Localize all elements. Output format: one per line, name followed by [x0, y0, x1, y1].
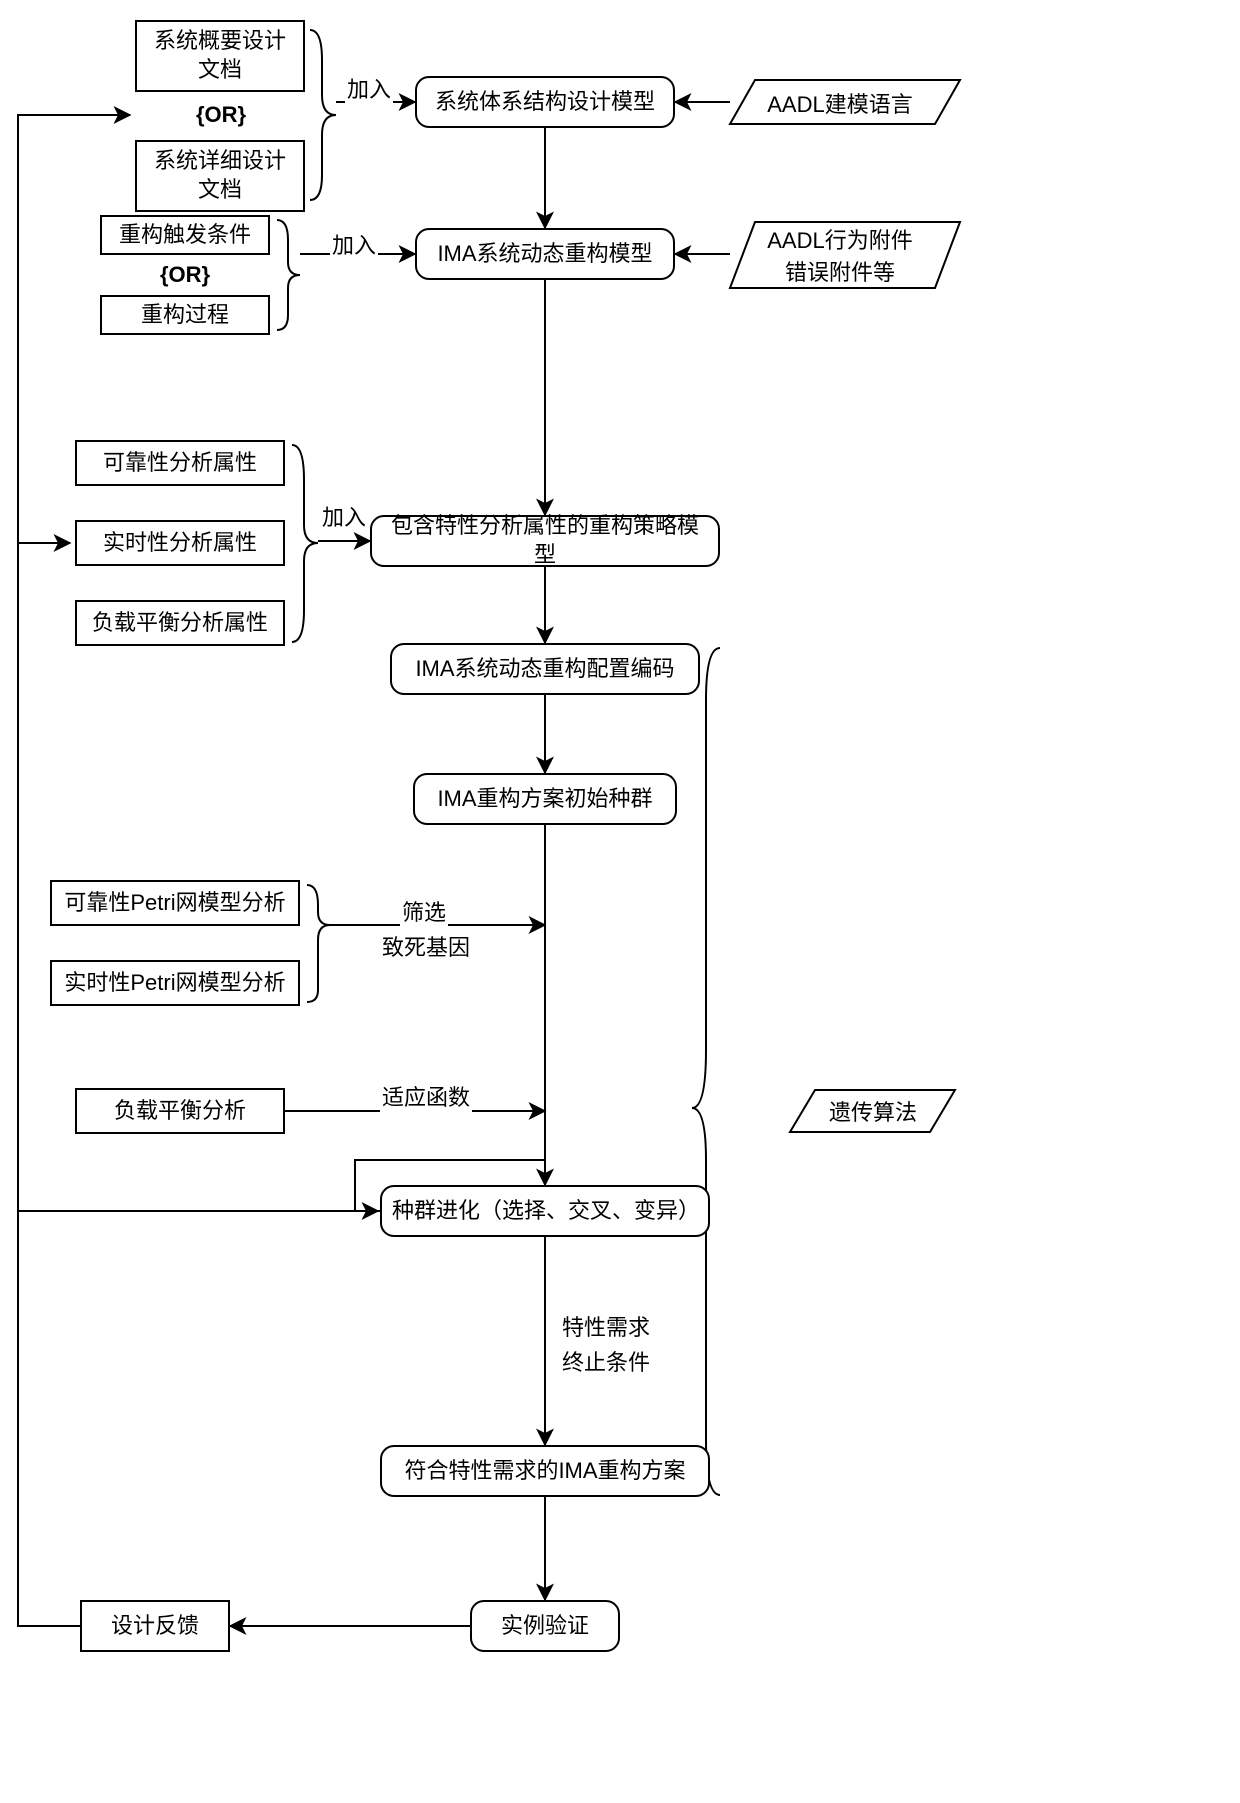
attr-load-label: 负载平衡分析属性	[92, 609, 268, 638]
attr-reliability-box: 可靠性分析属性	[75, 440, 285, 486]
petri-realtime-box: 实时性Petri网模型分析	[50, 960, 300, 1006]
strategy-model-node: 包含特性分析属性的重构策略模型	[370, 515, 720, 567]
term-label-2: 终止条件	[560, 1345, 652, 1377]
load-balance-label: 负载平衡分析	[114, 1097, 246, 1126]
result-label: 符合特性需求的IMA重构方案	[404, 1457, 685, 1486]
config-encoding-label: IMA系统动态重构配置编码	[415, 655, 674, 684]
ima-dyn-model-label: IMA系统动态重构模型	[437, 240, 652, 269]
petri-realtime-label: 实时性Petri网模型分析	[64, 969, 285, 998]
ima-dyn-model-node: IMA系统动态重构模型	[415, 228, 675, 280]
aadl-lang-label: AADL建模语言	[767, 87, 912, 119]
aadl-annex-text: AADL行为附件 错误附件等	[740, 226, 940, 284]
attr-reliability-label: 可靠性分析属性	[103, 449, 257, 478]
or-label-2: {OR}	[160, 262, 210, 288]
doc-detail-box: 系统详细设计 文档	[135, 140, 305, 212]
load-balance-box: 负载平衡分析	[75, 1088, 285, 1134]
verify-node: 实例验证	[470, 1600, 620, 1652]
filter-label-1: 筛选	[400, 895, 448, 927]
result-node: 符合特性需求的IMA重构方案	[380, 1445, 710, 1497]
reconf-process-box: 重构过程	[100, 295, 270, 335]
strategy-model-label: 包含特性分析属性的重构策略模型	[382, 512, 708, 569]
reconf-trigger-label: 重构触发条件	[119, 221, 251, 250]
petri-reliability-box: 可靠性Petri网模型分析	[50, 880, 300, 926]
join-label-3: 加入	[320, 500, 368, 532]
evolve-label: 种群进化（选择、交叉、变异）	[392, 1197, 698, 1226]
doc-overview-label: 系统概要设计 文档	[147, 27, 293, 84]
attr-realtime-label: 实时性分析属性	[103, 529, 257, 558]
design-feedback-box: 设计反馈	[80, 1600, 230, 1652]
attr-load-box: 负载平衡分析属性	[75, 600, 285, 646]
arch-model-label: 系统体系结构设计模型	[435, 88, 655, 117]
or-label-1: {OR}	[196, 102, 246, 128]
arch-model-node: 系统体系结构设计模型	[415, 76, 675, 128]
reconf-process-label: 重构过程	[141, 301, 229, 330]
design-feedback-label: 设计反馈	[111, 1612, 199, 1641]
evolve-node: 种群进化（选择、交叉、变异）	[380, 1185, 710, 1237]
init-population-node: IMA重构方案初始种群	[413, 773, 677, 825]
term-label-1: 特性需求	[560, 1310, 652, 1342]
join-label-2: 加入	[330, 228, 378, 260]
filter-label-2: 致死基因	[380, 930, 472, 962]
petri-reliability-label: 可靠性Petri网模型分析	[64, 889, 285, 918]
init-population-label: IMA重构方案初始种群	[437, 785, 652, 814]
fitfn-label: 适应函数	[380, 1080, 472, 1112]
join-label-1: 加入	[345, 72, 393, 104]
aadl-lang-text: AADL建模语言	[740, 88, 940, 118]
attr-realtime-box: 实时性分析属性	[75, 520, 285, 566]
diagram-canvas: 系统概要设计 文档 {OR} 系统详细设计 文档 重构触发条件 {OR} 重构过…	[0, 0, 1240, 1803]
doc-detail-label: 系统详细设计 文档	[147, 147, 293, 204]
config-encoding-node: IMA系统动态重构配置编码	[390, 643, 700, 695]
aadl-annex-label: AADL行为附件 错误附件等	[767, 223, 912, 287]
verify-label: 实例验证	[501, 1612, 589, 1641]
reconf-trigger-box: 重构触发条件	[100, 215, 270, 255]
ga-label: 遗传算法	[829, 1095, 917, 1127]
doc-overview-box: 系统概要设计 文档	[135, 20, 305, 92]
ga-text: 遗传算法	[808, 1096, 938, 1126]
